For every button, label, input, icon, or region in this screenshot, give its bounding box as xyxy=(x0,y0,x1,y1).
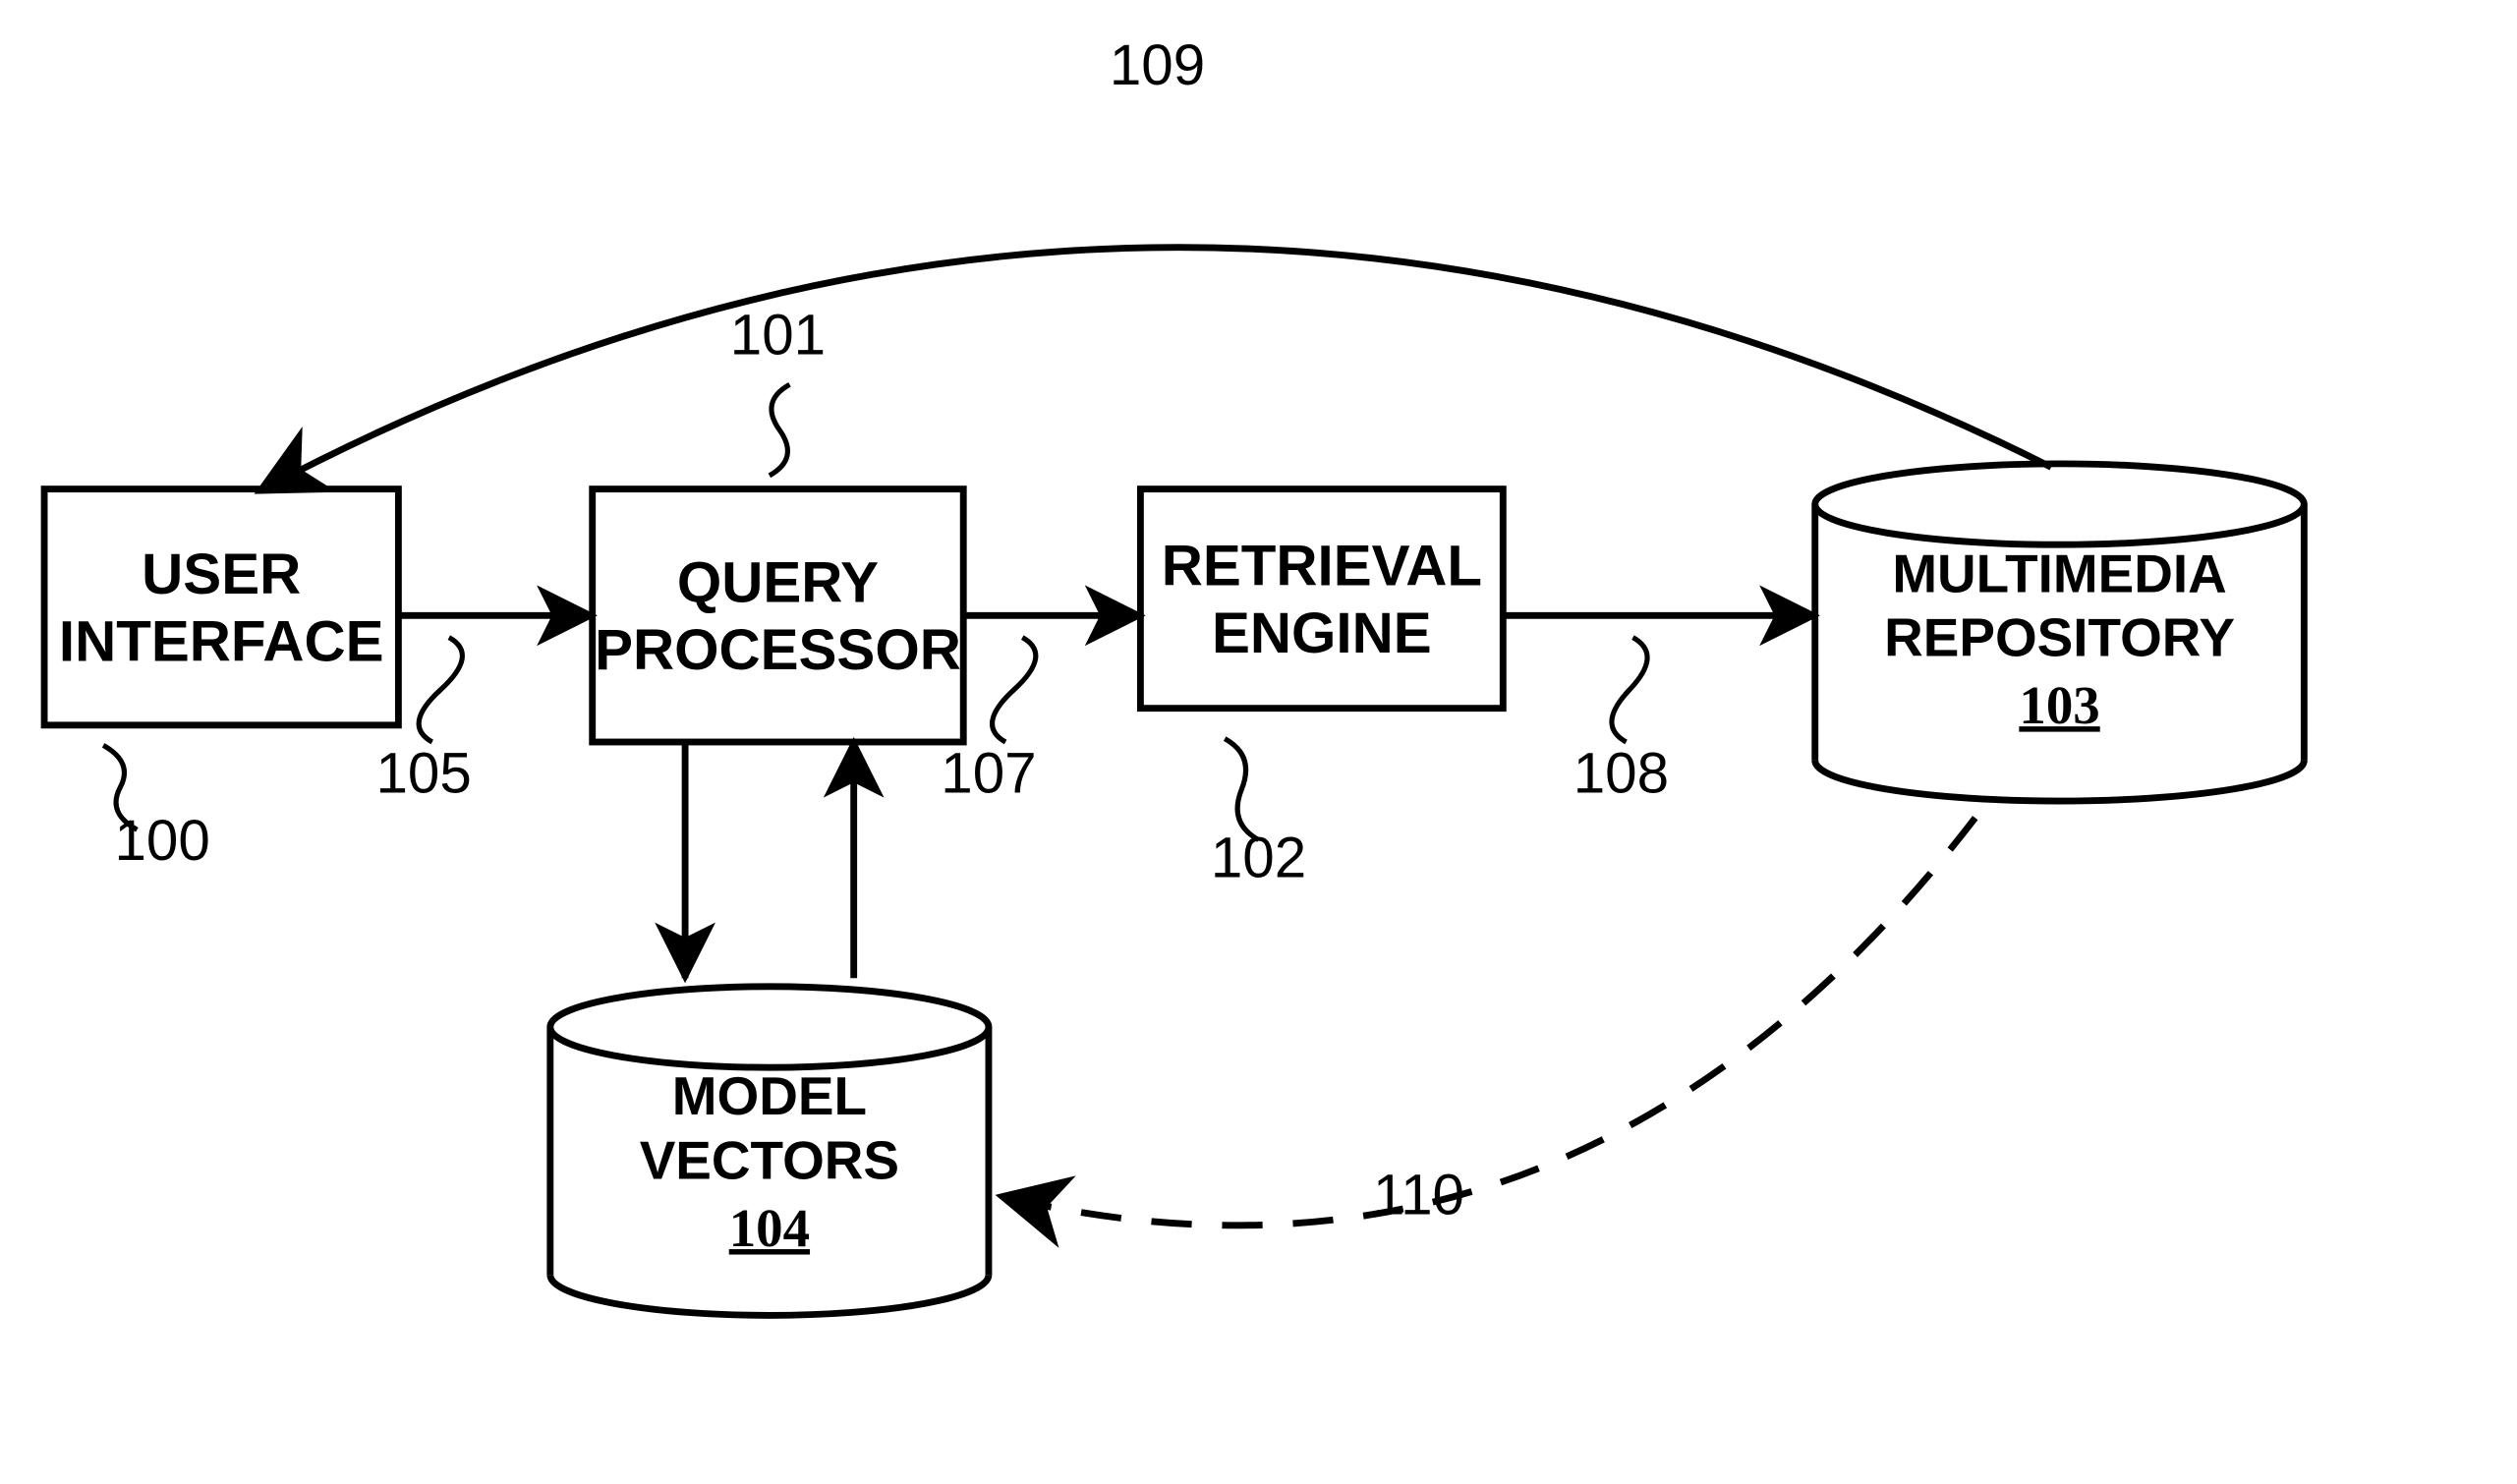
node-modelVectors-line1: VECTORS xyxy=(640,1129,899,1190)
ref-retrievalEngine: 102 xyxy=(1211,826,1306,889)
node-modelVectors-line0: MODEL xyxy=(672,1065,867,1126)
ref-e105: 105 xyxy=(375,741,471,805)
node-modelVectors-id: 104 xyxy=(729,1198,810,1258)
ref-e107: 107 xyxy=(941,741,1036,805)
edge-e109 xyxy=(263,248,2051,489)
node-userInterface: USERINTERFACE xyxy=(44,489,398,725)
node-userInterface-line0: USER xyxy=(142,542,301,606)
node-retrievalEngine-line1: ENGINE xyxy=(1212,601,1432,665)
node-modelVectors: MODELVECTORS 104 xyxy=(550,987,989,1316)
node-multimediaRepo: MULTIMEDIAREPOSITORY 103 xyxy=(1815,464,2305,801)
node-queryProcessor: QUERYPROCESSOR xyxy=(593,489,964,742)
edge-e110 xyxy=(1005,818,1975,1226)
ref-e108: 108 xyxy=(1573,741,1669,805)
node-multimediaRepo-line1: REPOSITORY xyxy=(1884,606,2235,667)
node-multimediaRepo-line0: MULTIMEDIA xyxy=(1892,542,2226,603)
node-queryProcessor-line1: PROCESSOR xyxy=(595,618,961,682)
node-retrievalEngine: RETRIEVALENGINE xyxy=(1140,489,1503,709)
ref-userInterface: 100 xyxy=(114,809,209,873)
ref-e109: 109 xyxy=(1110,33,1205,97)
ref-queryProcessor: 101 xyxy=(730,303,826,367)
ref-e110: 110 xyxy=(1373,1163,1464,1227)
node-queryProcessor-line0: QUERY xyxy=(677,551,879,615)
node-multimediaRepo-id: 103 xyxy=(2019,675,2099,735)
node-retrievalEngine-line0: RETRIEVAL xyxy=(1162,534,1482,598)
node-userInterface-line1: INTERFACE xyxy=(59,610,384,674)
